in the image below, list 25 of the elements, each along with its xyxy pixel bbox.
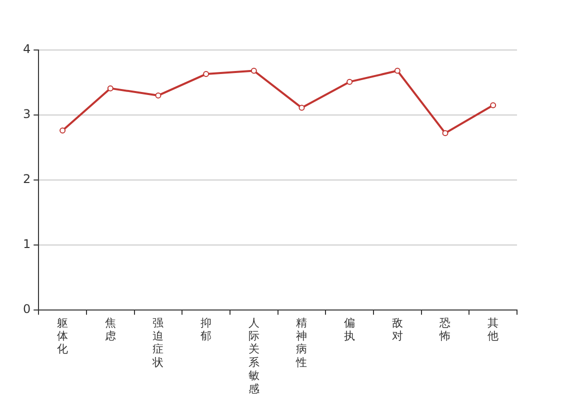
point [394,68,400,74]
y-tick-label: 2 [22,172,31,186]
point [203,71,210,78]
point [60,128,66,134]
x-tick-label: 躯体化 [57,316,68,356]
x-tick-label: 其他 [488,316,499,342]
y-tick-label: 1 [22,236,31,251]
y-tick-label: 3 [22,107,31,122]
point [298,104,305,111]
point [442,130,448,136]
y-tick-label: 4 [22,42,31,56]
x-tick-label: 强迫症状 [152,316,164,369]
point [250,68,257,74]
x-tick-label: 恐怖 [438,316,451,342]
point [490,102,496,108]
x-tick-label: 偏执 [344,316,356,342]
x-tick-label: 人际关系敏感 [248,316,260,396]
point [155,92,162,98]
x-tick-label: 敌对 [392,316,403,342]
point [346,78,353,85]
y-tick-label: 0 [22,302,31,316]
x-tick-label: 抑郁 [200,316,212,342]
x-tick-label: 焦虑 [104,316,116,342]
point [107,85,114,92]
x-tick-label: 精神病性 [295,316,308,369]
